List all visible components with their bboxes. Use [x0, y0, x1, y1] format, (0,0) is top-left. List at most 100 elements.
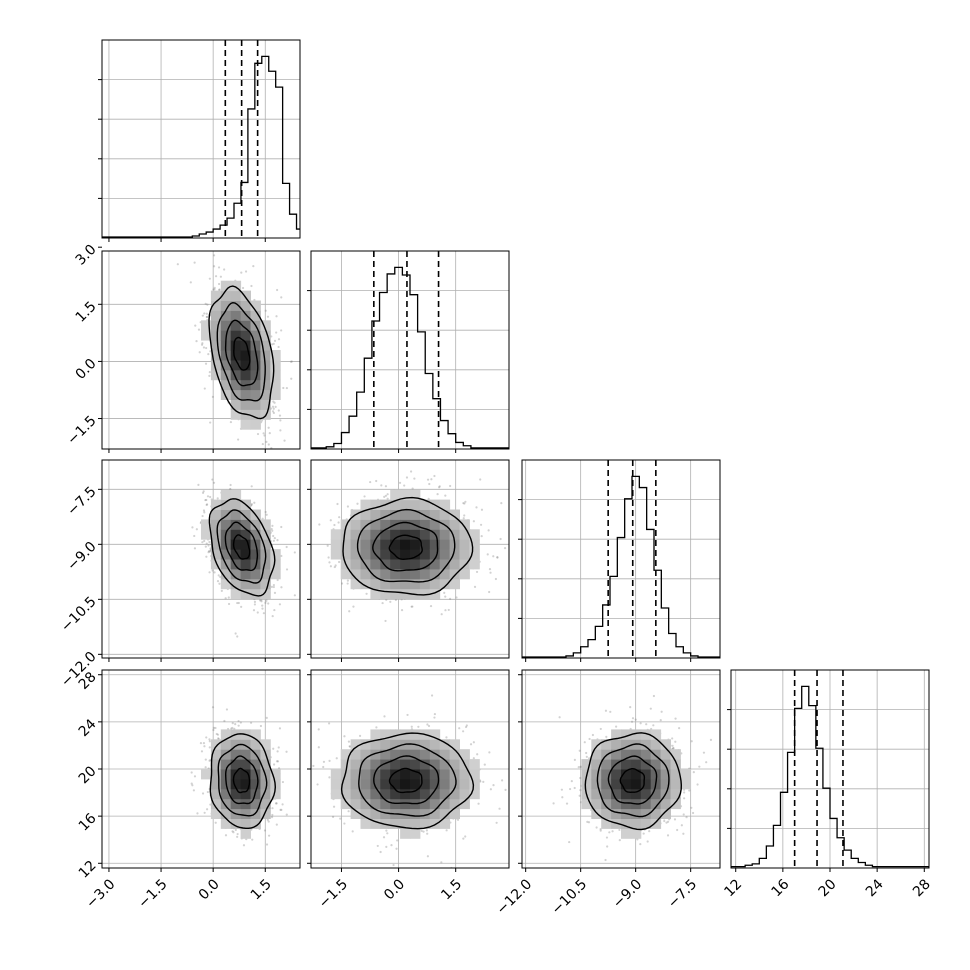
- scatter-point: [202, 509, 206, 512]
- scatter-point: [234, 632, 237, 635]
- density-cell: [230, 280, 242, 292]
- x-tick-label: 0.0: [196, 876, 223, 903]
- scatter-point: [568, 787, 572, 791]
- y-tick-label: 3.0: [73, 242, 100, 269]
- density-cell: [459, 559, 470, 570]
- y-tick-label: 1.5: [73, 299, 100, 326]
- density-cell: [370, 559, 381, 570]
- density-cell: [611, 808, 622, 819]
- density-cell: [360, 739, 371, 750]
- density-cell: [360, 788, 371, 800]
- scatter-point: [444, 595, 447, 598]
- scatter-panel-3-1: −1.5 0.0 1.5: [307, 669, 510, 912]
- scatter-point: [280, 329, 283, 332]
- density-cell: [469, 529, 480, 540]
- contour-line: [224, 319, 259, 387]
- density-cell: [340, 749, 352, 760]
- scatter-point: [275, 760, 279, 763]
- density-cell: [380, 539, 391, 550]
- scatter-point: [280, 525, 283, 529]
- scatter-point: [445, 829, 448, 832]
- scatter-point: [205, 555, 208, 558]
- scatter-point: [176, 263, 179, 266]
- density-cell: [621, 769, 632, 780]
- density-cell: [340, 519, 352, 530]
- density-cell: [220, 759, 232, 770]
- scatter-point: [346, 579, 350, 582]
- density-cell: [650, 808, 662, 819]
- density-cell: [640, 818, 652, 829]
- contour-line: [216, 301, 266, 402]
- density-cell: [449, 578, 460, 590]
- scatter-point: [283, 439, 286, 442]
- density-cell: [370, 509, 381, 520]
- contours: [342, 496, 474, 596]
- density-cell: [429, 769, 441, 780]
- scatter-point: [265, 513, 268, 516]
- density-cell: [220, 519, 232, 530]
- scatter-point: [579, 765, 582, 769]
- scatter-point: [645, 723, 648, 726]
- scatter-point: [611, 830, 614, 833]
- scatter-point: [489, 571, 492, 574]
- density-cell: [419, 788, 431, 800]
- density-cell: [370, 749, 381, 760]
- scatter-point: [560, 788, 563, 791]
- scatter-point: [232, 831, 235, 834]
- density-cell: [660, 769, 671, 780]
- density-cell: [459, 778, 470, 790]
- density-cell: [240, 549, 251, 560]
- density-cell: [400, 828, 411, 839]
- density-cell: [230, 489, 242, 501]
- scatter-point: [203, 745, 206, 748]
- scatter-point: [192, 789, 195, 792]
- scatter-point: [267, 426, 270, 429]
- density-shading: [330, 729, 480, 839]
- scatter-point: [317, 746, 320, 749]
- scatter-point: [438, 486, 441, 489]
- scatter-point: [281, 803, 284, 806]
- density-cell: [240, 399, 251, 410]
- x-tick-label: 1.5: [248, 876, 275, 903]
- density-cell: [650, 818, 662, 829]
- density-cell: [250, 369, 261, 381]
- scatter-point: [261, 604, 264, 607]
- density-cell: [591, 778, 602, 790]
- scatter-point: [671, 744, 674, 747]
- density-cell: [429, 588, 441, 600]
- density-cell: [201, 519, 212, 530]
- x-tick-label: −9.0: [610, 876, 645, 911]
- density-cell: [230, 389, 242, 400]
- density-cell: [390, 778, 401, 790]
- scatter-point: [229, 420, 233, 424]
- scatter-point: [348, 610, 351, 613]
- density-cell: [459, 568, 470, 580]
- scatter-point: [229, 483, 232, 487]
- scatter-point: [204, 545, 207, 548]
- scatter-point: [671, 737, 674, 740]
- scatter-point: [672, 747, 675, 750]
- scatter-point: [403, 484, 406, 487]
- density-cell: [370, 798, 381, 810]
- scatter-point: [272, 400, 275, 403]
- density-cell: [240, 529, 251, 540]
- scatter-point: [237, 719, 240, 723]
- scatter-point: [394, 598, 397, 601]
- scatter-point: [267, 602, 270, 605]
- scatter-point: [277, 409, 280, 412]
- scatter-point: [272, 411, 276, 415]
- density-cell: [670, 759, 681, 770]
- density-cell: [611, 729, 622, 740]
- density-cell: [419, 519, 431, 530]
- density-cell: [419, 769, 431, 780]
- density-cell: [660, 749, 671, 760]
- y-tick-label: −7.5: [64, 484, 99, 519]
- density-cell: [230, 739, 242, 750]
- density-cell: [419, 509, 431, 520]
- density-cell: [449, 798, 460, 810]
- scatter-point: [499, 537, 502, 541]
- density-cell: [240, 350, 251, 361]
- scatter-point: [270, 343, 274, 346]
- density-cell: [400, 568, 411, 580]
